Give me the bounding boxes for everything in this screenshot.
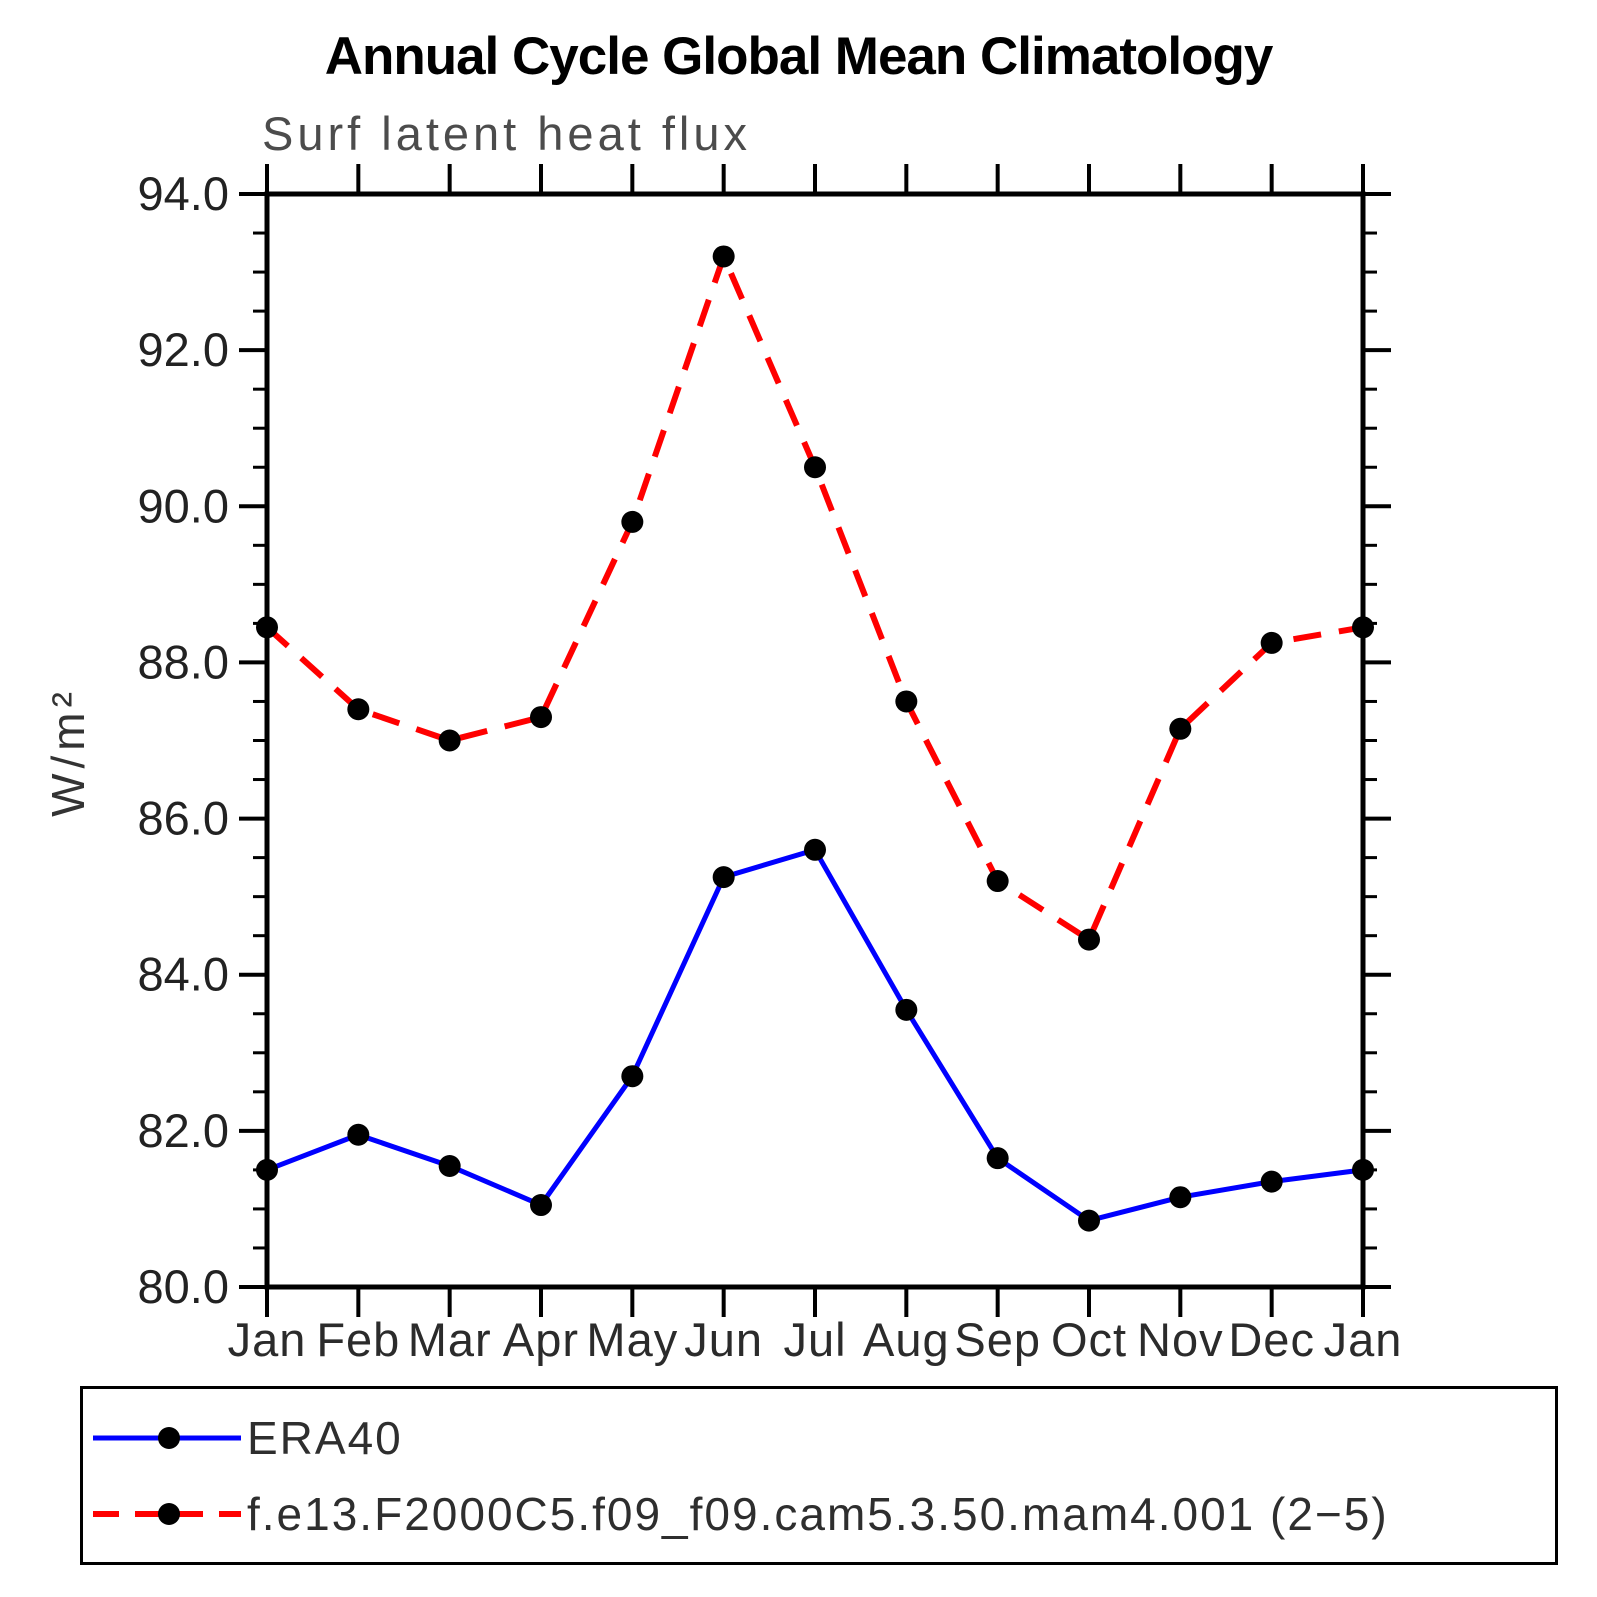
series-line-0 — [266, 846, 1364, 1224]
data-point-marker — [1352, 1158, 1374, 1181]
data-point-marker — [1169, 1186, 1192, 1209]
svg-text:80.0: 80.0 — [138, 1260, 229, 1313]
legend-item-era40: ERA40 — [91, 1405, 1555, 1471]
data-point-marker — [530, 1194, 552, 1217]
legend-swatch-era40 — [93, 1426, 241, 1449]
data-point-marker — [347, 1123, 370, 1146]
data-point-marker — [986, 870, 1009, 893]
plot-frame — [264, 191, 1366, 1290]
data-point-marker — [895, 998, 918, 1021]
data-point-marker — [1078, 928, 1100, 951]
data-point-marker — [1078, 1209, 1100, 1232]
svg-text:Mar: Mar — [408, 1313, 492, 1366]
data-point-marker — [804, 838, 826, 861]
svg-text:Sep: Sep — [954, 1313, 1041, 1366]
data-point-marker — [1260, 1170, 1283, 1193]
data-point-marker — [621, 1065, 644, 1088]
series-0-group — [256, 838, 1374, 1232]
svg-text:92.0: 92.0 — [138, 323, 229, 376]
y-axis-label: W/m² — [42, 687, 94, 817]
legend-marker-icon — [158, 1502, 180, 1525]
svg-text:Jan: Jan — [1324, 1313, 1403, 1366]
svg-text:Feb: Feb — [316, 1313, 400, 1366]
svg-text:May: May — [586, 1313, 678, 1366]
svg-text:Jan: Jan — [228, 1313, 307, 1366]
data-point-marker — [256, 1158, 278, 1181]
data-point-marker — [347, 698, 370, 721]
data-point-marker — [438, 1154, 461, 1177]
svg-text:Oct: Oct — [1051, 1313, 1127, 1366]
chart-title: Annual Cycle Global Mean Climatology — [324, 27, 1274, 86]
x-tick-labels: Jan Feb Mar Apr May Jun Jul Aug Sep Oct Nov Dec Jan — [228, 1313, 1403, 1366]
legend-item-model: f.e13.F2000C5.f09_f09.cam5.3.50.mam4.001… — [91, 1481, 1555, 1547]
data-point-marker — [712, 866, 735, 889]
plot-area: W/m² Jan Feb Mar Apr May Jun Jul Aug Sep Oct Nov De… — [42, 164, 1403, 1366]
svg-text:90.0: 90.0 — [138, 479, 229, 532]
legend-label-model: f.e13.F2000C5.f09_f09.cam5.3.50.mam4.001… — [247, 1487, 1389, 1540]
svg-text:Jun: Jun — [684, 1313, 763, 1366]
svg-text:88.0: 88.0 — [138, 635, 229, 688]
data-point-marker — [530, 706, 552, 729]
chart-subtitle: Surf latent heat flux — [262, 107, 751, 160]
svg-text:84.0: 84.0 — [138, 948, 229, 1001]
svg-text:82.0: 82.0 — [138, 1104, 229, 1157]
data-point-marker — [256, 616, 278, 639]
series-line-1 — [264, 248, 1364, 945]
data-point-marker — [1352, 616, 1374, 639]
data-point-marker — [712, 245, 735, 268]
data-point-marker — [1260, 631, 1283, 654]
legend-box: ERA40 f.e13.F2000C5.f09_f09.cam5.3.50.ma… — [80, 1386, 1558, 1565]
svg-text:Jul: Jul — [783, 1313, 846, 1366]
data-point-marker — [621, 510, 644, 533]
svg-text:94.0: 94.0 — [138, 167, 229, 220]
data-point-marker — [438, 729, 461, 752]
y-axis-ticks — [239, 192, 1391, 1289]
svg-text:86.0: 86.0 — [138, 792, 229, 845]
series-1-group — [256, 245, 1374, 951]
data-point-marker — [986, 1147, 1009, 1170]
svg-text:Nov: Nov — [1137, 1313, 1224, 1366]
svg-text:Apr: Apr — [503, 1313, 579, 1366]
svg-text:Dec: Dec — [1228, 1313, 1315, 1366]
svg-text:Aug: Aug — [863, 1313, 950, 1366]
data-point-marker — [895, 690, 918, 713]
y-tick-labels: 94.0 92.0 90.0 88.0 86.0 84.0 82.0 80.0 — [138, 167, 229, 1313]
legend-label-era40: ERA40 — [247, 1411, 403, 1464]
data-point-marker — [804, 456, 826, 479]
legend-swatch-model — [93, 1502, 241, 1525]
x-axis-ticks — [265, 164, 1365, 1317]
data-point-marker — [1169, 717, 1192, 740]
legend-marker-icon — [158, 1426, 180, 1449]
